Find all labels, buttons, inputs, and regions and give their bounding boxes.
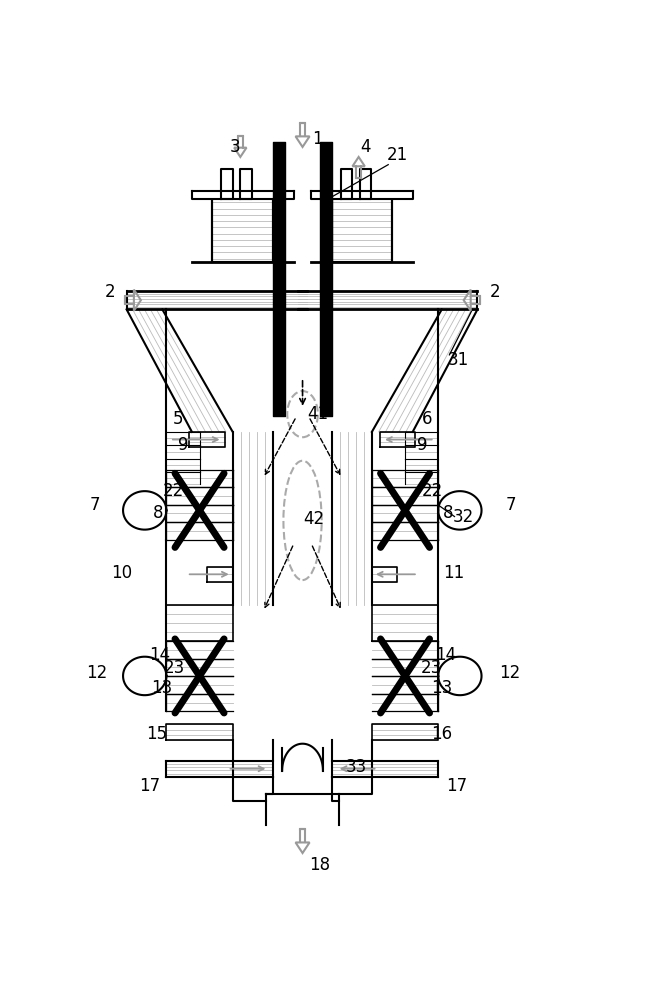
Text: 32: 32 (453, 508, 474, 526)
Text: 12: 12 (86, 664, 107, 682)
Text: 7: 7 (89, 496, 100, 514)
Bar (341, 169, 352, 199)
Text: 5: 5 (173, 410, 184, 428)
Text: 2: 2 (490, 283, 501, 301)
Text: 23: 23 (420, 659, 442, 677)
Text: 33: 33 (346, 758, 367, 776)
Text: 13: 13 (151, 679, 172, 697)
Bar (240, 169, 251, 199)
Text: 1: 1 (313, 130, 323, 148)
Text: 21: 21 (387, 146, 408, 164)
Text: 14: 14 (435, 646, 456, 664)
Bar (222, 169, 233, 199)
Text: 16: 16 (431, 725, 452, 743)
Text: 22: 22 (422, 482, 443, 500)
Text: 8: 8 (153, 504, 163, 522)
Text: 31: 31 (448, 351, 469, 369)
Text: 6: 6 (422, 410, 432, 428)
Text: 3: 3 (230, 138, 241, 156)
Text: 17: 17 (447, 777, 468, 795)
Text: 10: 10 (111, 564, 133, 582)
Text: 12: 12 (499, 664, 520, 682)
Text: 41: 41 (307, 405, 328, 423)
Text: 15: 15 (145, 725, 166, 743)
Text: 13: 13 (431, 679, 453, 697)
Text: 9: 9 (417, 436, 427, 454)
Text: 14: 14 (149, 646, 170, 664)
Text: 9: 9 (178, 436, 188, 454)
Text: 23: 23 (163, 659, 185, 677)
Text: 17: 17 (139, 777, 160, 795)
Bar (360, 169, 371, 199)
Text: 18: 18 (309, 856, 330, 874)
Text: 11: 11 (443, 564, 464, 582)
Text: 42: 42 (304, 510, 325, 528)
Text: 7: 7 (505, 496, 516, 514)
Text: 8: 8 (443, 504, 453, 522)
Text: 4: 4 (360, 138, 370, 156)
Text: 2: 2 (105, 283, 116, 301)
Text: 22: 22 (163, 482, 184, 500)
